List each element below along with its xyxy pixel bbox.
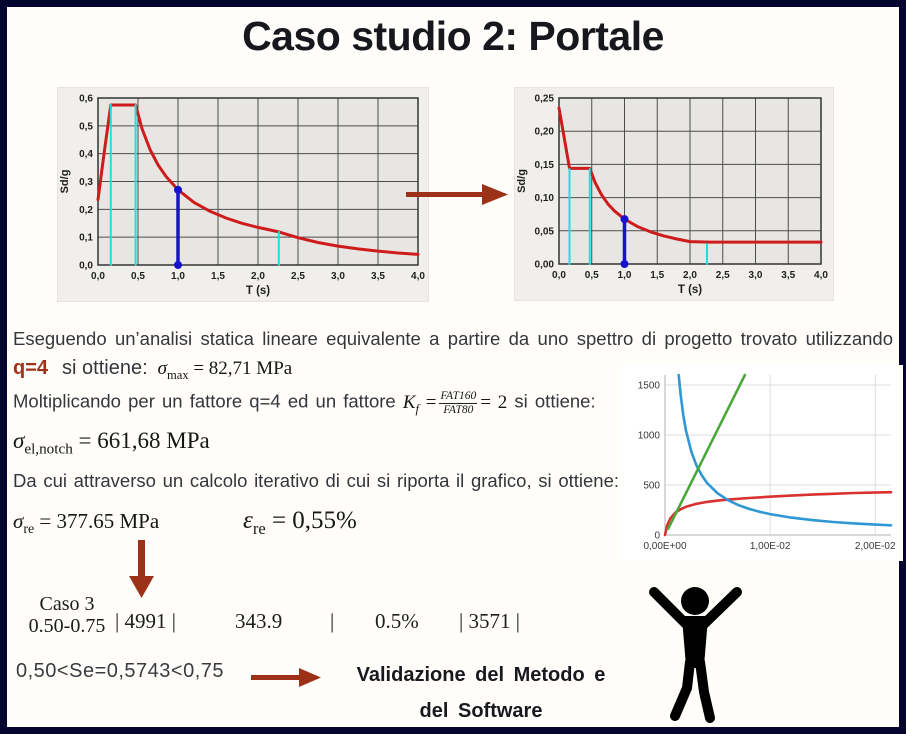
svg-text:0,5: 0,5 — [79, 121, 93, 132]
kf-formula: Kf = FAT160 FAT80 = 2 — [402, 390, 508, 416]
svg-text:0,00: 0,00 — [535, 260, 555, 271]
svg-text:0,5: 0,5 — [585, 270, 599, 281]
reduced-spectrum-svg: 0,0 0,5 1,0 1,5 2,0 2,5 3,0 3,5 4,0 0,00 0,05 0,10 0… — [514, 87, 834, 301]
svg-text:T (s): T (s) — [678, 284, 702, 296]
moltiplicando-text: Moltiplicando per un fattore q=4 ed un f… — [13, 390, 396, 412]
svg-text:1,5: 1,5 — [211, 271, 225, 282]
svg-text:0,0: 0,0 — [91, 271, 105, 282]
svg-text:2,00E-02: 2,00E-02 — [855, 541, 896, 552]
table-cell-stress: 343.9 — [235, 609, 283, 633]
design-spectrum-svg: 0,0 0,5 1,0 1,5 2,0 2,5 3,0 3,5 4,0 0,0 0,1 0,2 0,3 0… — [57, 87, 429, 302]
iteration-chart-svg: 0,00E+00 1,00E-02 2,00E-02 0 500 1000 1500 — [621, 365, 903, 561]
svg-text:0,2: 0,2 — [79, 205, 93, 216]
svg-text:1000: 1000 — [638, 431, 661, 442]
svg-text:0,3: 0,3 — [79, 177, 93, 188]
si-ottiene-text-2: si ottiene: — [514, 390, 596, 412]
svg-text:0,00E+00: 0,00E+00 — [643, 541, 687, 552]
svg-text:0,05: 0,05 — [535, 226, 555, 237]
epsilon-re-formula: εre = 0,55% — [243, 507, 357, 538]
iteration-results-line: σre = 377.65 MPa εre = 0,55% — [13, 507, 357, 539]
svg-text:4,0: 4,0 — [814, 270, 828, 281]
svg-text:0,15: 0,15 — [535, 160, 555, 171]
svg-text:0,0: 0,0 — [552, 270, 566, 281]
design-spectrum-chart: 0,0 0,5 1,0 1,5 2,0 2,5 3,0 3,5 4,0 0,0 0,1 0,2 0,3 0… — [57, 87, 429, 302]
svg-text:2,5: 2,5 — [716, 270, 730, 281]
svg-text:Sd/g: Sd/g — [59, 170, 71, 194]
iterative-calc-paragraph: Da cui attraverso un calcolo iterativo d… — [13, 470, 619, 491]
down-arrow-icon — [127, 538, 157, 605]
table-cell-divider: | — [330, 609, 335, 633]
svg-text:2,0: 2,0 — [683, 270, 697, 281]
se-inequality: 0,50<Se=0,5743<0,75 — [16, 660, 225, 682]
svg-text:3,0: 3,0 — [331, 271, 345, 282]
svg-text:500: 500 — [643, 481, 660, 492]
table-cell-result: | 3571 | — [459, 609, 520, 633]
svg-text:0,25: 0,25 — [535, 94, 555, 105]
conclusion-arrow-icon — [251, 665, 323, 694]
svg-text:0: 0 — [654, 531, 660, 542]
conclusion-text: Validazione del Metodo e del Software — [335, 657, 627, 729]
svg-text:0,20: 0,20 — [535, 127, 555, 138]
person-celebrating-icon — [643, 582, 747, 734]
sigma-max-line: q=4 si ottiene: σmax = 82,71 MPa — [13, 357, 292, 383]
svg-text:1,0: 1,0 — [618, 270, 632, 281]
kf-factor-line: Moltiplicando per un fattore q=4 ed un f… — [13, 390, 596, 416]
case-label-bottom: 0.50-0.75 — [28, 615, 106, 637]
reduced-spectrum-chart: 0,0 0,5 1,0 1,5 2,0 2,5 3,0 3,5 4,0 0,00 0,05 0,10 0… — [514, 87, 834, 301]
svg-text:3,5: 3,5 — [371, 271, 385, 282]
svg-text:0,6: 0,6 — [79, 94, 93, 105]
case-label: Caso 3 0.50-0.75 — [19, 593, 115, 637]
svg-text:3,0: 3,0 — [749, 270, 763, 281]
svg-text:0,4: 0,4 — [79, 149, 93, 160]
svg-text:2,5: 2,5 — [291, 271, 305, 282]
svg-text:4,0: 4,0 — [411, 271, 425, 282]
table-cell-strain: 0.5% — [375, 609, 419, 633]
svg-text:0,5: 0,5 — [131, 271, 145, 282]
sigma-max-formula: σmax = 82,71 MPa — [157, 358, 293, 382]
iteration-chart: 0,00E+00 1,00E-02 2,00E-02 0 500 1000 1500 — [621, 365, 903, 561]
table-cell-cycles: | 4991 | — [115, 609, 176, 633]
si-ottiene-text: si ottiene: — [62, 357, 148, 379]
svg-text:1,5: 1,5 — [650, 270, 664, 281]
svg-text:0,10: 0,10 — [535, 193, 555, 204]
svg-text:3,5: 3,5 — [781, 270, 795, 281]
svg-text:1,0: 1,0 — [171, 271, 185, 282]
sigma-notch-formula: σel,notch = 661,68 MPa — [13, 428, 210, 458]
conclusion-line-2: del Software — [419, 700, 543, 722]
svg-text:1,00E-02: 1,00E-02 — [750, 541, 791, 552]
sigma-re-formula: σre = 377.65 MPa — [13, 509, 160, 537]
q-factor-highlight: q=4 — [13, 357, 49, 379]
sigma-notch-line: σel,notch = 661,68 MPa — [13, 427, 210, 459]
page-title: Caso studio 2: Portale — [242, 13, 664, 59]
conclusion-line-1: Validazione del Metodo e — [356, 664, 606, 686]
fat-fraction: FAT160 FAT80 — [439, 390, 478, 416]
svg-text:0,0: 0,0 — [79, 261, 93, 272]
svg-text:Sd/g: Sd/g — [516, 169, 528, 193]
svg-text:1500: 1500 — [638, 381, 661, 392]
svg-text:2,0: 2,0 — [251, 271, 265, 282]
intro-paragraph: Eseguendo un’analisi statica lineare equ… — [13, 328, 893, 349]
svg-text:T (s): T (s) — [246, 285, 270, 297]
slide-content: Caso studio 2: Portale 0,0 0,5 1,0 1,5 2,0 2,… — [7, 7, 903, 729]
case-label-top: Caso 3 — [39, 593, 95, 615]
spectrum-transform-arrow-icon — [404, 180, 510, 213]
svg-text:0,1: 0,1 — [79, 233, 93, 244]
